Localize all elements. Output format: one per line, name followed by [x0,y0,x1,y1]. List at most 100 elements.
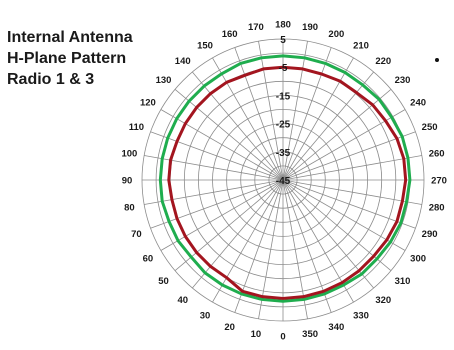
grid-spoke [212,57,284,181]
grid-spoke [174,179,284,271]
angle-tick-label: 100 [121,148,137,159]
angle-tick-label: 210 [353,40,369,51]
grid-spoke [282,57,354,181]
radial-tick-labels: -45 -35 -25 -15 -5 5 [276,35,291,187]
series-1-point [282,300,284,302]
series-1-point [343,284,345,286]
series-1-point [240,293,243,295]
angle-tick-label: 30 [200,311,211,322]
series-1-point [260,57,263,59]
radial-tick-label: -45 [276,176,291,187]
series-1-point [161,200,163,202]
series-2-point [322,290,325,292]
series-2-point [226,81,228,83]
chart-title-line-1: Internal Antenna [7,29,133,46]
series-2-point [195,106,198,109]
series-2-point [171,198,173,201]
grid-spoke [282,179,422,205]
angle-tick-label: 70 [131,229,142,240]
grid-spoke [150,179,284,229]
grid-spoke [282,71,374,181]
series-1-point [323,293,326,295]
angle-tick-label: 310 [395,276,411,287]
series-1-point [378,98,380,100]
grid-spoke [282,155,422,181]
series-1-point [239,62,242,64]
angle-tick-label: 80 [124,203,135,214]
series-2-point [405,179,407,181]
angle-tick-label: 320 [375,295,391,306]
series-2-point [320,73,323,75]
series-1-point [361,273,363,275]
series-1-point [400,222,402,224]
grid-spoke [160,179,284,251]
angle-tick-label: 150 [197,40,213,51]
angle-tick-label: 0 [280,332,285,343]
angle-tick-label: 190 [302,22,318,33]
series-2-point [358,270,360,272]
series-1-point [407,157,409,159]
angle-tick-label: 350 [302,329,318,340]
chart-title-line-3: Radio 1 & 3 [7,71,95,88]
angle-tick-label: 250 [422,122,438,133]
angle-tick-label: 220 [375,56,391,67]
series-1-point [401,136,403,138]
series-2-point [176,140,178,143]
angle-tick-label: 10 [251,329,262,340]
series-1-point [221,284,223,286]
grid-spoke [282,179,416,229]
grid-spoke [282,179,406,251]
angle-tick-label: 50 [158,276,169,287]
chart-title: Internal Antenna H-Plane Pattern Radio 1… [7,27,177,90]
series-1-point [405,201,408,203]
chart-title-line-2: H-Plane Pattern [7,50,127,67]
series-1-point [261,298,263,301]
series-1-point [221,73,223,75]
angle-tick-label: 300 [410,254,426,265]
series-2-point [168,179,170,181]
angle-tick-label: 280 [429,203,445,214]
grid-spoke [160,109,284,181]
polar-grid [141,38,425,322]
series-2-point [244,74,246,76]
angle-tick-label: 60 [143,254,154,265]
series-layer [158,54,412,303]
angle-tick-label: 140 [175,56,191,67]
radial-tick-label: -35 [276,148,291,159]
angle-tick-label: 240 [410,98,426,109]
series-1-point [190,256,192,258]
series-1-point [391,116,393,118]
series-2-point [403,158,405,160]
series-2-point [302,296,305,298]
series-1-point [324,62,327,64]
angle-tick-label: 120 [140,98,156,109]
series-2-point [386,239,388,241]
angle-tick-label: 270 [431,176,447,187]
series-1-point [159,179,161,181]
grid-spoke [234,47,284,181]
series-2-point [341,281,343,284]
grid-spoke [282,47,332,181]
series-2-point [195,251,198,254]
series-2-point [169,159,172,161]
angle-tick-label: 330 [353,311,369,322]
series-2-point [176,217,178,220]
grid-spoke [282,41,308,181]
series-2-point [401,200,404,202]
angle-tick-label: 230 [395,75,411,86]
angle-tick-label: 260 [429,148,445,159]
angle-tick-label: 130 [156,75,172,86]
radial-tick-label: -25 [276,120,291,131]
series-1-point [362,84,364,86]
series-2-point [184,235,186,237]
series-1-point [204,272,206,274]
series-1-point [177,240,179,242]
radial-tick-label: -15 [276,91,291,102]
series-1-point [188,100,190,102]
series-1-point [303,298,305,301]
grid-spoke [258,41,284,181]
grid-spoke [174,89,284,181]
grid-spoke [212,179,284,303]
angle-tick-label: 180 [275,20,291,31]
